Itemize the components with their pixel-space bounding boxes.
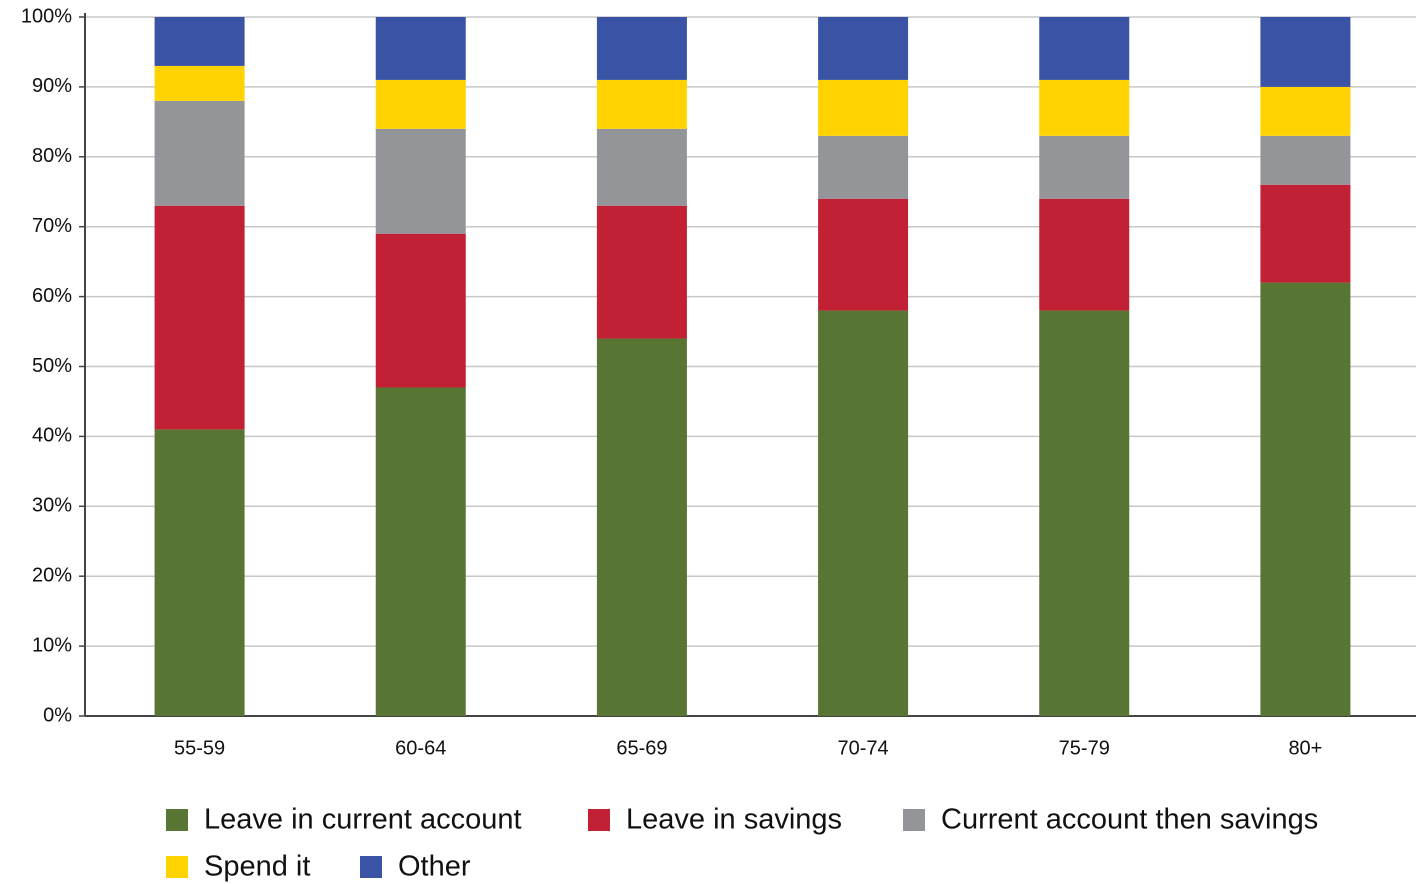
bar-segment	[818, 135, 909, 199]
x-tick-label: 55-59	[174, 737, 225, 759]
bar-segment	[375, 17, 466, 80]
y-tick-label: 10%	[32, 634, 72, 656]
legend-swatch	[903, 809, 925, 831]
bar-segment	[375, 128, 466, 234]
bar-segment	[1260, 17, 1351, 87]
bar-segment	[596, 205, 687, 339]
bar-segment	[818, 79, 909, 136]
bar-segment	[1260, 282, 1351, 716]
legend-swatch	[360, 856, 382, 878]
bar-segment	[596, 128, 687, 206]
bar-segment	[154, 65, 245, 101]
bar-segment	[154, 205, 245, 430]
bar-segment	[1260, 86, 1351, 136]
bar-segment	[154, 100, 245, 206]
bar-segment	[1260, 184, 1351, 283]
bar-segment	[818, 17, 909, 80]
legend-label: Spend it	[204, 851, 310, 883]
bar-segment	[818, 198, 909, 311]
y-tick-label: 80%	[32, 145, 72, 167]
legend-swatch	[588, 809, 610, 831]
bar-segment	[1039, 310, 1130, 716]
legend-label: Leave in current account	[204, 804, 522, 836]
bar-segment	[596, 17, 687, 80]
legend-label: Leave in savings	[626, 804, 842, 836]
bar-segment	[1039, 17, 1130, 80]
legend-swatch	[166, 856, 188, 878]
bar-segment	[1039, 198, 1130, 311]
bar-segment	[596, 79, 687, 129]
y-tick-label: 40%	[32, 425, 72, 447]
bar-segment	[375, 387, 466, 716]
legend-label: Other	[398, 851, 471, 883]
x-tick-label: 65-69	[616, 737, 667, 759]
legend-swatch	[166, 809, 188, 831]
bar-segment	[154, 17, 245, 66]
y-tick-label: 20%	[32, 564, 72, 586]
bar-segment	[1039, 135, 1130, 199]
y-tick-label: 50%	[32, 355, 72, 377]
bar-segment	[1039, 79, 1130, 136]
bar-segment	[154, 429, 245, 716]
y-tick-label: 60%	[32, 285, 72, 307]
y-tick-label: 90%	[32, 75, 72, 97]
bar-segment	[596, 338, 687, 716]
x-tick-label: 75-79	[1059, 737, 1110, 759]
bar-segment	[1260, 135, 1351, 185]
y-tick-label: 30%	[32, 495, 72, 517]
y-tick-label: 100%	[21, 5, 72, 27]
legend-label: Current account then savings	[941, 804, 1318, 836]
x-tick-label: 70-74	[838, 737, 889, 759]
bar-segment	[818, 310, 909, 716]
bar-segment	[375, 233, 466, 388]
y-tick-label: 70%	[32, 215, 72, 237]
x-tick-label: 60-64	[395, 737, 446, 759]
x-tick-label: 80+	[1288, 737, 1322, 759]
bar-segment	[375, 79, 466, 129]
y-tick-label: 0%	[43, 704, 72, 726]
